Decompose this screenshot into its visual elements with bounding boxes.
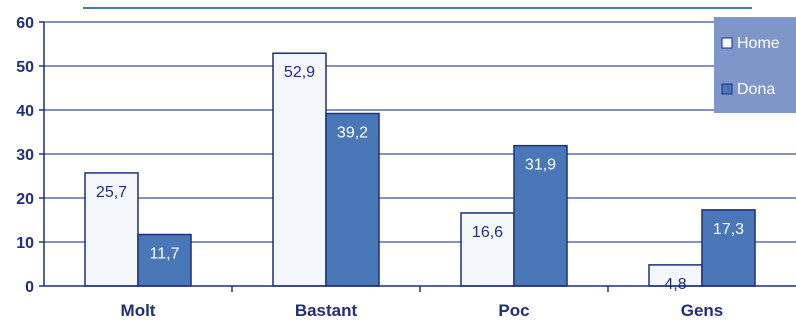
bar-dona-poc: [513, 144, 568, 287]
gridlines: [44, 21, 796, 243]
bar-home-bastant: [272, 52, 327, 287]
bar-dona-molt: [137, 233, 192, 287]
category-label: Molt: [121, 301, 156, 320]
data-label: 17,3: [713, 221, 744, 238]
y-tick-label: 20: [16, 191, 34, 208]
y-axis-ticks: 0 10 20 30 40 50 60: [16, 15, 44, 296]
legend-label-dona: Dona: [737, 81, 775, 98]
category-label: Bastant: [295, 301, 358, 320]
y-tick-label: 40: [16, 103, 34, 120]
axes: [43, 22, 796, 292]
data-label: 16,6: [472, 224, 503, 241]
data-label: 11,7: [150, 246, 180, 263]
legend-swatch-dona: [721, 83, 733, 95]
data-label: 25,7: [96, 184, 127, 201]
y-tick-label: 0: [25, 279, 34, 296]
legend: Home Dona: [714, 17, 796, 113]
category-label: Poc: [498, 301, 529, 320]
data-label: 31,9: [525, 157, 556, 174]
legend-label-home: Home: [737, 35, 780, 52]
y-tick-label: 10: [16, 235, 34, 252]
bar-home-molt: [84, 172, 139, 287]
bars: 25,7 11,7 52,9 39,2 16,6 31,9 4,8 17,3: [84, 52, 756, 293]
bar-dona-bastant: [325, 112, 380, 287]
data-label: 39,2: [337, 125, 368, 142]
data-label: 52,9: [284, 64, 315, 81]
bar-dona-gens: [701, 209, 756, 287]
category-label: Gens: [681, 301, 724, 320]
data-label: 4,8: [664, 276, 686, 293]
legend-swatch-home: [721, 37, 733, 49]
y-tick-label: 30: [16, 147, 34, 164]
legend-box: [714, 17, 796, 113]
y-tick-label: 50: [16, 59, 34, 76]
y-tick-label: 60: [16, 15, 34, 32]
x-axis-categories: Molt Bastant Poc Gens: [121, 301, 724, 320]
